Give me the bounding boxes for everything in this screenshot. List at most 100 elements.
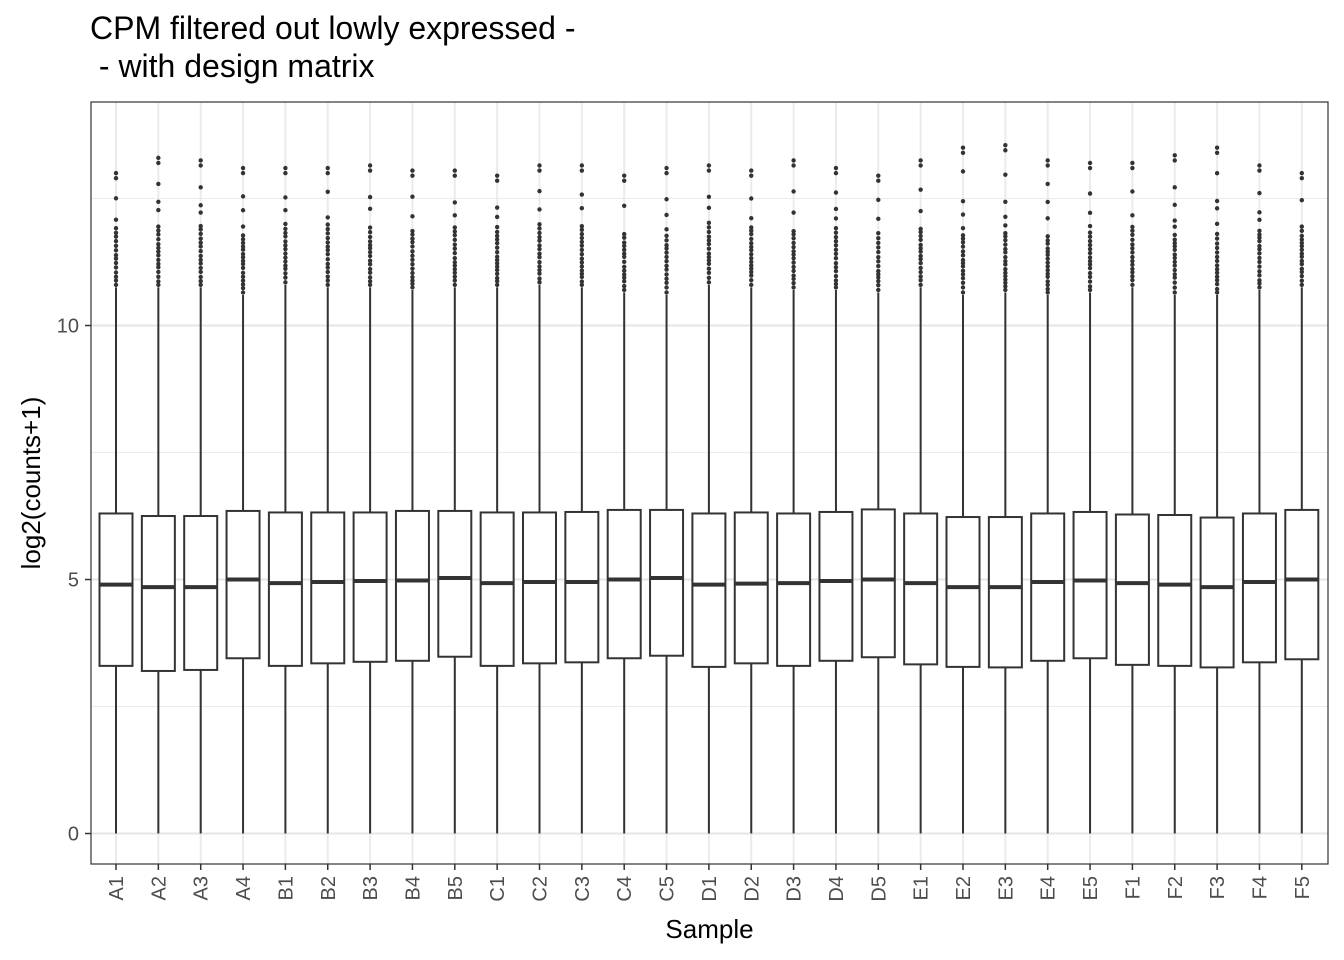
outlier-point: [960, 264, 966, 269]
outlier-point: [833, 243, 839, 248]
outlier-point: [240, 194, 246, 199]
outlier-point: [706, 238, 712, 243]
box-B1: [267, 165, 303, 834]
outlier-point: [283, 170, 288, 176]
box-body: [776, 512, 812, 667]
outlier-point: [664, 254, 669, 260]
outlier-point: [791, 256, 796, 261]
outlier-point: [283, 259, 288, 264]
outlier-point: [918, 208, 923, 214]
outlier-point: [240, 278, 246, 283]
outlier-point: [537, 251, 542, 256]
outlier-point: [1130, 266, 1135, 272]
outlier-point: [1257, 255, 1262, 261]
outlier-point: [918, 260, 923, 266]
outlier-point: [791, 280, 796, 286]
box-A3: [183, 158, 219, 834]
x-tick-label: E4: [1038, 876, 1060, 900]
outlier-point: [198, 240, 203, 245]
outlier-point: [156, 237, 161, 242]
box-D2: [733, 168, 769, 834]
outlier-point: [791, 264, 796, 270]
outlier-point: [1003, 238, 1008, 243]
outlier-point: [367, 279, 373, 284]
outlier-point: [960, 272, 966, 277]
outlier-point: [113, 252, 119, 258]
outlier-point: [1214, 236, 1220, 241]
outlier-point: [918, 256, 923, 262]
outlier-point: [240, 237, 246, 242]
y-axis-title: log2(counts+1): [16, 397, 46, 570]
outlier-point: [876, 240, 881, 246]
outlier-point: [1172, 185, 1177, 190]
outlier-point: [494, 237, 500, 242]
outlier-point: [537, 255, 542, 260]
outlier-point: [1045, 274, 1050, 280]
outlier-point: [240, 244, 246, 249]
outlier-point: [240, 274, 246, 279]
box-D3: [776, 158, 812, 834]
box-C5: [649, 165, 685, 834]
outlier-point: [579, 168, 585, 173]
outlier-point: [622, 235, 627, 240]
y-tick-label: 10: [57, 316, 79, 338]
outlier-point: [706, 246, 712, 251]
outlier-point: [749, 215, 754, 221]
outlier-point: [918, 265, 923, 271]
outlier-point: [579, 163, 585, 168]
outlier-point: [537, 260, 542, 265]
outlier-point: [1003, 214, 1008, 219]
outlier-point: [876, 216, 881, 222]
outlier-point: [960, 280, 966, 286]
outlier-point: [1087, 259, 1093, 264]
outlier-point: [706, 251, 712, 256]
outlier-point: [960, 268, 966, 274]
outlier-point: [579, 243, 585, 248]
box-body: [1072, 510, 1108, 660]
outlier-point: [283, 239, 288, 244]
outlier-point: [833, 190, 839, 195]
outlier-point: [1172, 240, 1177, 246]
outlier-point: [367, 163, 373, 168]
outlier-point: [579, 239, 585, 245]
outlier-point: [410, 244, 415, 249]
outlier-point: [325, 244, 330, 249]
outlier-point: [452, 225, 457, 230]
box-F1: [1114, 160, 1150, 834]
outlier-point: [452, 263, 457, 268]
outlier-point: [283, 280, 288, 285]
outlier-point: [367, 194, 373, 200]
outlier-point: [579, 268, 585, 273]
outlier-point: [367, 253, 373, 259]
outlier-point: [325, 165, 330, 171]
outlier-point: [833, 261, 839, 266]
outlier-point: [156, 253, 161, 258]
outlier-point: [1003, 172, 1008, 177]
outlier-point: [283, 246, 288, 252]
box-body: [1284, 508, 1320, 661]
outlier-point: [876, 254, 881, 260]
outlier-point: [367, 275, 373, 280]
outlier-point: [1299, 176, 1305, 181]
outlier-point: [1003, 231, 1008, 236]
outlier-point: [1087, 234, 1093, 239]
outlier-point: [452, 270, 457, 276]
outlier-point: [664, 259, 669, 264]
outlier-point: [494, 261, 500, 266]
outlier-point: [876, 173, 881, 178]
outlier-point: [156, 257, 161, 263]
chart-title: CPM filtered out lowly expressed -: [90, 10, 576, 46]
outlier-point: [537, 246, 542, 252]
outlier-point: [113, 270, 119, 275]
outlier-point: [240, 251, 246, 257]
outlier-point: [579, 279, 585, 284]
outlier-point: [240, 290, 246, 295]
outlier-point: [325, 222, 330, 227]
outlier-point: [240, 240, 246, 246]
outlier-point: [452, 278, 457, 283]
outlier-point: [918, 282, 923, 288]
y-tick-label: 0: [68, 824, 79, 846]
outlier-point: [833, 225, 839, 231]
outlier-point: [1003, 267, 1008, 272]
outlier-point: [918, 269, 923, 275]
